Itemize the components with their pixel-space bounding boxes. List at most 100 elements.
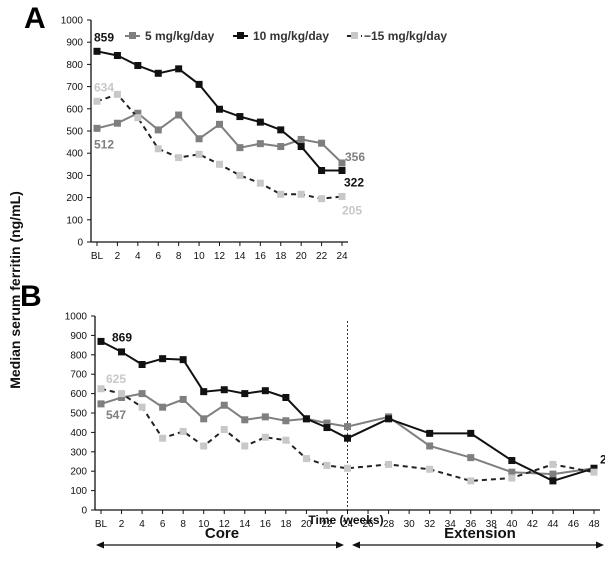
data-point-s15 bbox=[426, 465, 434, 473]
x-tick-label: 42 bbox=[527, 519, 539, 530]
data-point-s5 bbox=[344, 423, 351, 431]
x-tick-label: 20 bbox=[296, 251, 308, 262]
data-point-s5 bbox=[297, 135, 305, 143]
y-tick-label: 800 bbox=[70, 350, 87, 361]
x-tick-label: 16 bbox=[260, 519, 272, 530]
core-arrow-right bbox=[336, 541, 344, 549]
x-tick-label: 14 bbox=[234, 251, 246, 262]
data-point-s10 bbox=[323, 424, 331, 432]
data-point-s10 bbox=[216, 105, 223, 113]
data-point-s15 bbox=[175, 154, 183, 162]
data-point-s15 bbox=[93, 97, 101, 105]
data-point-s10 bbox=[97, 337, 105, 345]
x-tick-label: 4 bbox=[135, 251, 141, 262]
data-point-s10 bbox=[277, 126, 285, 134]
x-tick-label: 6 bbox=[160, 519, 166, 530]
data-point-s15 bbox=[138, 403, 146, 411]
data-point-s15 bbox=[385, 460, 393, 468]
data-point-s5 bbox=[508, 468, 516, 476]
y-tick-label: 700 bbox=[66, 82, 83, 93]
x-tick-label: 8 bbox=[176, 251, 182, 262]
y-tick-label: 0 bbox=[81, 506, 87, 517]
data-label: 547 bbox=[106, 408, 126, 422]
legend-marker-10 bbox=[237, 32, 244, 39]
data-point-s10 bbox=[179, 356, 187, 364]
y-tick-label: 900 bbox=[66, 38, 83, 49]
data-point-s10 bbox=[344, 434, 351, 442]
data-point-s5 bbox=[113, 119, 121, 127]
core-phase-bracket bbox=[96, 541, 344, 549]
x-tick-label: BL bbox=[95, 519, 108, 530]
x-tick-label: 12 bbox=[214, 251, 226, 262]
x-tick-label: 48 bbox=[588, 519, 600, 530]
x-tick-label: 36 bbox=[465, 519, 477, 530]
data-point-s5 bbox=[134, 109, 142, 117]
data-point-s5 bbox=[200, 415, 208, 423]
data-point-s10 bbox=[241, 390, 249, 398]
data-label: 356 bbox=[345, 150, 365, 164]
data-point-s15 bbox=[549, 460, 557, 468]
data-point-s10 bbox=[93, 47, 101, 55]
y-tick-label: 600 bbox=[66, 104, 83, 115]
core-arrow-left bbox=[96, 541, 104, 549]
data-point-s10 bbox=[467, 429, 475, 437]
data-point-s5 bbox=[159, 403, 167, 411]
core-phase-label: Core bbox=[205, 525, 239, 542]
data-point-s15 bbox=[256, 179, 264, 187]
legend-label-5: 5 mg/kg/day bbox=[145, 29, 215, 43]
x-tick-label: 18 bbox=[275, 251, 287, 262]
x-tick-label: 34 bbox=[445, 519, 457, 530]
data-point-s5 bbox=[93, 124, 101, 132]
y-tick-label: 500 bbox=[66, 127, 83, 138]
data-label: 859 bbox=[94, 30, 114, 44]
extension-arrow-right bbox=[596, 541, 604, 549]
data-point-s15 bbox=[118, 390, 126, 398]
x-tick-label: 16 bbox=[255, 251, 267, 262]
x-tick-label: 24 bbox=[342, 519, 354, 530]
data-point-s15 bbox=[97, 385, 105, 393]
data-point-s15 bbox=[344, 464, 351, 472]
data-point-s5 bbox=[426, 442, 434, 450]
data-point-s10 bbox=[426, 429, 434, 437]
data-point-s15 bbox=[195, 150, 203, 158]
panel-b-label: B bbox=[20, 280, 42, 313]
y-tick-label: 200 bbox=[70, 467, 87, 478]
data-label: 634 bbox=[94, 80, 114, 94]
x-tick-label: 4 bbox=[139, 519, 145, 530]
data-point-s10 bbox=[175, 65, 183, 73]
x-tick-label: 10 bbox=[194, 251, 206, 262]
data-point-s5 bbox=[277, 143, 285, 151]
legend-marker-15 bbox=[351, 32, 358, 39]
x-tick-label: 40 bbox=[506, 519, 518, 530]
x-tick-label: 44 bbox=[547, 519, 559, 530]
extension-arrow-left bbox=[352, 541, 360, 549]
data-point-s5 bbox=[338, 159, 346, 167]
extension-phase-label: Extension bbox=[444, 525, 516, 542]
legend-label-15: −15 mg/kg/day bbox=[364, 29, 447, 43]
x-tick-label: 12 bbox=[219, 519, 231, 530]
data-point-s15 bbox=[179, 427, 187, 435]
x-tick-label: 38 bbox=[486, 519, 498, 530]
data-point-s10 bbox=[195, 80, 203, 88]
data-point-s15 bbox=[297, 190, 305, 198]
legend: 5 mg/kg/day 10 mg/kg/day −15 mg/kg/day bbox=[125, 29, 447, 43]
x-tick-label: 20 bbox=[301, 519, 313, 530]
data-point-s15 bbox=[236, 171, 244, 179]
x-tick-label: 22 bbox=[316, 251, 328, 262]
series-line-s5 bbox=[96, 112, 343, 164]
data-point-s15 bbox=[200, 442, 208, 450]
y-tick-label: 100 bbox=[70, 486, 87, 497]
data-point-s15 bbox=[261, 433, 269, 441]
x-tick-label: 24 bbox=[336, 251, 348, 262]
data-point-s10 bbox=[154, 69, 162, 77]
data-point-s5 bbox=[467, 454, 475, 462]
data-point-s15 bbox=[508, 474, 516, 482]
data-point-s15 bbox=[467, 477, 475, 485]
data-point-s5 bbox=[261, 413, 269, 421]
x-tick-label: BL bbox=[91, 251, 104, 262]
data-point-s10 bbox=[113, 52, 121, 60]
data-point-s15 bbox=[277, 190, 285, 198]
data-point-s5 bbox=[195, 135, 203, 143]
x-tick-label: 14 bbox=[239, 519, 251, 530]
